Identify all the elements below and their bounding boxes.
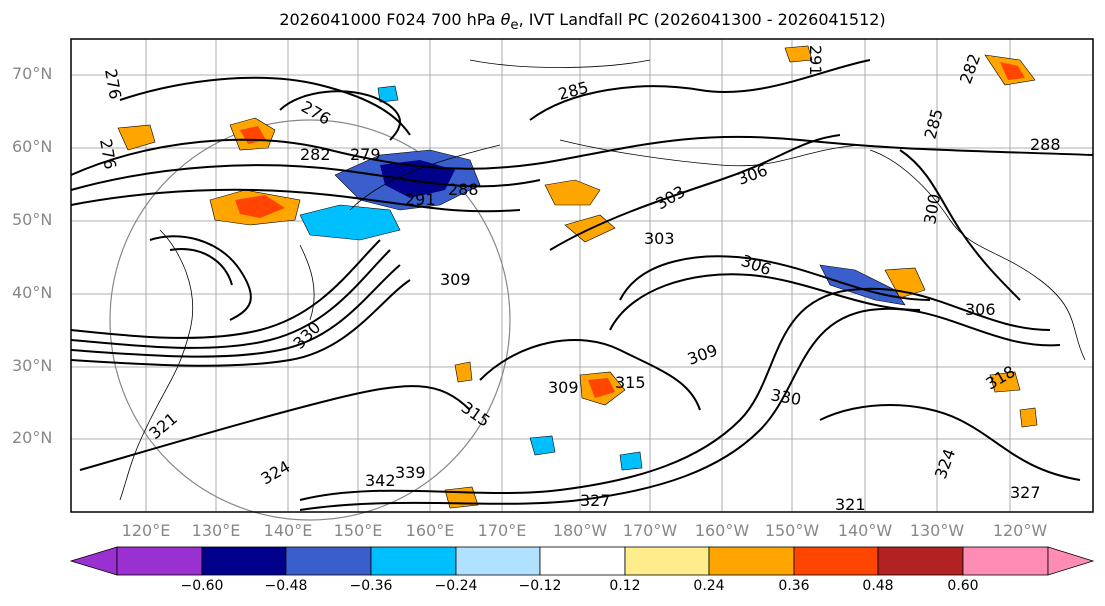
lat-label: 40°N (12, 283, 53, 302)
colorbar-tick-label: −0.24 (434, 578, 478, 594)
lat-label: 30°N (12, 356, 53, 375)
colorbar-segment (539, 546, 626, 576)
lon-label: 150°E (333, 521, 383, 540)
lat-label: 20°N (12, 428, 53, 447)
theta-e-contours (70, 59, 1094, 511)
lat-label: 50°N (12, 210, 53, 229)
colorbar-segment (69, 546, 118, 576)
contour-label: 309 (548, 378, 579, 397)
contour-label: 291 (405, 190, 436, 209)
colorbar-tick-label: 0.24 (693, 578, 725, 594)
lon-label: 120°W (992, 521, 1048, 540)
colorbar-segment (370, 546, 457, 576)
contour-label: 309 (440, 270, 471, 289)
lon-label: 170°W (622, 521, 678, 540)
contour-label: 327 (1010, 483, 1041, 502)
lon-label: 140°E (263, 521, 313, 540)
contour-label: 279 (350, 145, 381, 164)
colorbar-segment (708, 546, 795, 576)
contour-label: 288 (1030, 135, 1061, 154)
contour-label: 282 (300, 145, 331, 164)
gridlines (71, 39, 1093, 512)
map-panel (71, 39, 1093, 512)
contour-label: 303 (644, 229, 675, 248)
landfall-region-circle (109, 119, 511, 521)
colorbar-segment (455, 546, 541, 576)
lat-label: 60°N (12, 137, 53, 156)
colorbar-segment (116, 546, 203, 576)
colorbar-tick-label: 0.12 (609, 578, 641, 594)
colorbar-tick-label: 0.48 (862, 578, 894, 594)
contour-label: 306 (965, 300, 996, 319)
contour-label: 327 (580, 491, 611, 510)
colorbar-segment (201, 546, 287, 576)
colorbar-tick-label: −0.48 (264, 578, 308, 594)
colorbar (69, 546, 1095, 576)
colorbar-segment (624, 546, 710, 576)
lon-label: 160°W (694, 521, 750, 540)
map-border (70, 38, 1094, 513)
colorbar-tick-label: −0.36 (349, 578, 393, 594)
lon-label: 130°W (909, 521, 965, 540)
colorbar-segment (962, 546, 1049, 576)
colorbar-tick-label: −0.60 (180, 578, 224, 594)
lon-label: 180°W (552, 521, 608, 540)
lon-label: 150°W (764, 521, 820, 540)
contour-label: 291 (806, 45, 825, 76)
colorbar-tick-label: 0.60 (947, 578, 979, 594)
lon-label: 120°E (121, 521, 171, 540)
map-title: 2026041000 F024 700 hPa θe, IVT Landfall… (279, 10, 886, 34)
lon-label: 160°E (405, 521, 455, 540)
contour-label: 342 (365, 471, 396, 490)
lon-label: 140°W (837, 521, 893, 540)
contour-label: 321 (835, 495, 866, 514)
contour-label: 339 (395, 463, 426, 482)
lat-label: 70°N (12, 64, 53, 83)
lon-label: 130°E (191, 521, 241, 540)
contour-label: 315 (615, 373, 646, 392)
colorbar-segment (793, 546, 879, 576)
lon-label: 170°E (477, 521, 527, 540)
colorbar-segment (1047, 546, 1095, 576)
colorbar-segment (877, 546, 964, 576)
colorbar-tick-label: 0.36 (778, 578, 810, 594)
colorbar-segment (285, 546, 372, 576)
contour-label: 288 (448, 180, 479, 199)
coastlines (119, 59, 1086, 501)
colorbar-tick-label: −0.12 (518, 578, 562, 594)
pc-shading (117, 45, 1038, 509)
